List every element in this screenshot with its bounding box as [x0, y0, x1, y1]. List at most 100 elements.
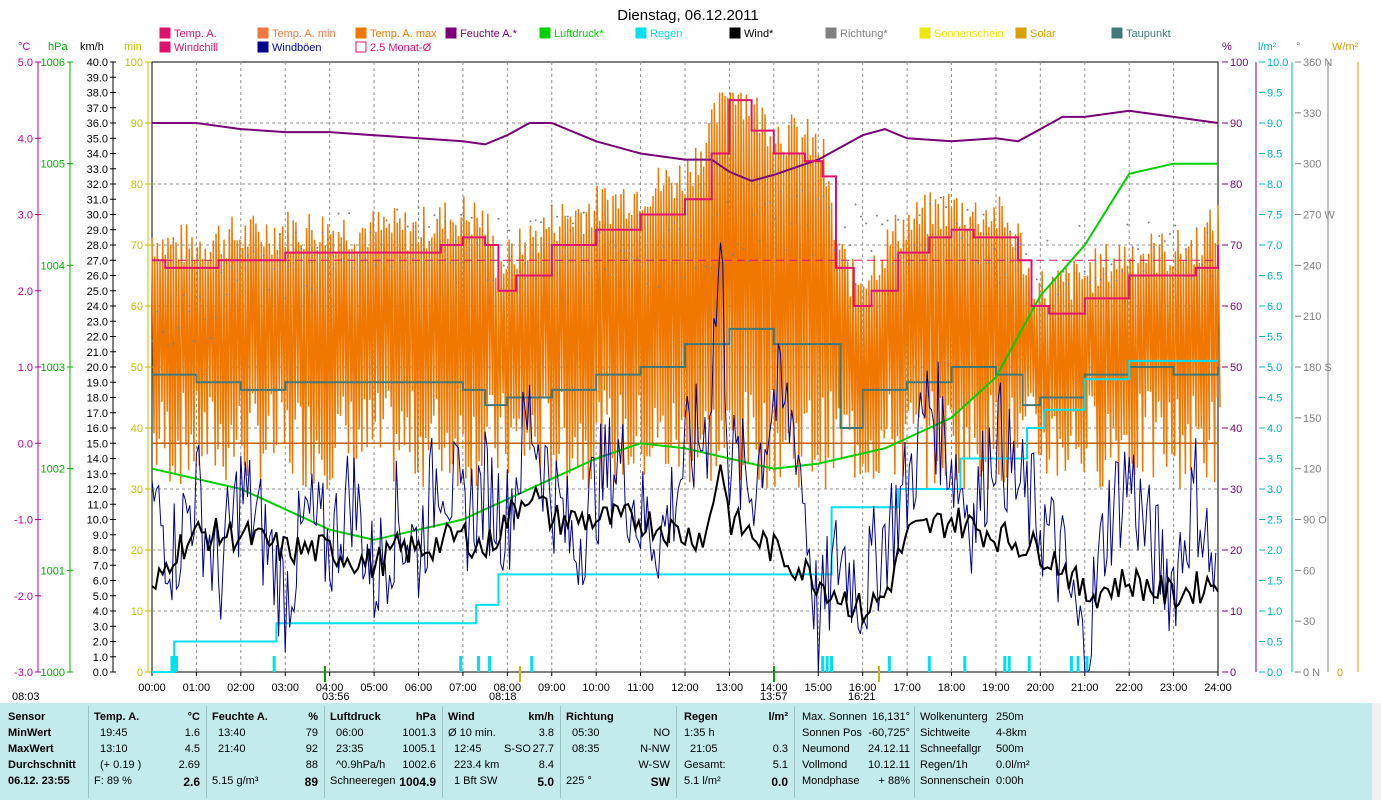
legend-label: Wind* [744, 28, 774, 40]
direction-dot [673, 221, 676, 224]
legend-label: Sonnenschein [934, 28, 1004, 40]
direction-dot [1078, 224, 1081, 227]
temp-current-note: F: 89 % [94, 775, 132, 787]
humidity-current-value: 89 [304, 775, 318, 789]
direction-dot [193, 340, 196, 343]
sunshine-label: Sonnenschein [920, 775, 990, 787]
direction-dot [534, 219, 537, 222]
direction-dot [609, 274, 612, 277]
time-label: 12:00 [671, 682, 699, 694]
hpa-label: 1002 [41, 464, 65, 476]
time-label: 04:00 [316, 682, 344, 694]
legend-swatch [729, 27, 741, 39]
chart-title: Dienstag, 06.12.2011 [617, 7, 759, 24]
rain-label: 7.5 [1267, 210, 1282, 222]
celsius-label: 4.0 [18, 133, 33, 145]
direction-dot [982, 213, 985, 216]
direction-dot [1110, 263, 1113, 266]
astro-full-moon-label: Vollmond [802, 759, 848, 771]
direction-dot [598, 231, 601, 234]
direction-dot [806, 224, 809, 227]
direction-dot [438, 240, 441, 243]
rain-tick [887, 656, 891, 672]
direction-dot [977, 262, 980, 265]
wind-unit: km/h [528, 711, 554, 723]
direction-dot [246, 254, 249, 257]
direction-dot [241, 251, 244, 254]
direction-dot [278, 233, 281, 236]
direction-current-degree: 225 ° [566, 775, 592, 787]
direction-dot [182, 294, 185, 297]
direction-dot [316, 246, 319, 249]
min-label: 90 [131, 118, 143, 130]
direction-dot [486, 279, 489, 282]
rain-total-label: Gesamt: [684, 759, 726, 771]
direction-dot [705, 265, 708, 268]
panel-edge [1372, 703, 1381, 800]
kmh-label: 14.0 [87, 454, 108, 466]
rain-tick [825, 656, 829, 672]
series-line-taupunkt [152, 327, 1219, 429]
kmh-label: 15.0 [87, 438, 108, 450]
direction-dot [1105, 272, 1108, 275]
direction-dot [198, 295, 201, 298]
direction-dot [961, 237, 964, 240]
degree-label: 330 [1303, 108, 1321, 120]
time-label: 15:00 [804, 682, 832, 694]
legend-swatch [257, 41, 269, 53]
solar-label: 0 [1337, 667, 1343, 679]
kmh-label: 25.0 [87, 286, 108, 298]
degree-label: 0 N [1303, 667, 1320, 679]
rain-label: 5.0 [1267, 362, 1282, 374]
direction-dot [572, 222, 575, 225]
astro-full-moon-value: 10.12.11 [867, 759, 910, 771]
direction-dot [406, 225, 409, 228]
pressure-current-value: 1004.9 [399, 775, 436, 789]
rain-total-value: 5.1 [772, 759, 788, 771]
direction-dot [508, 229, 511, 232]
direction-dot [321, 231, 324, 234]
time-label: 09:00 [538, 682, 566, 694]
direction-dot [204, 318, 207, 321]
direction-dot [657, 285, 660, 288]
direction-dot [774, 217, 777, 220]
direction-dot [641, 264, 644, 267]
direction-dot [161, 330, 164, 333]
rain-tick [170, 656, 174, 672]
percent-label: 40 [1230, 423, 1242, 435]
rain-label: 4.0 [1267, 423, 1282, 435]
kmh-label: 13.0 [87, 469, 108, 481]
direction-dot [859, 215, 862, 218]
wind-max-dir: S-SO [504, 743, 531, 755]
rain-tick [459, 656, 463, 672]
wind-run: 223.4 km [454, 759, 500, 771]
rain-unit: l/m² [768, 711, 788, 723]
direction-max-value: N-NW [640, 743, 670, 755]
direction-dot [1126, 223, 1129, 226]
temp-min-value: 1.6 [184, 727, 200, 739]
direction-dot [1014, 248, 1017, 251]
kmh-label: 19.0 [87, 377, 108, 389]
rain-label: 6.5 [1267, 271, 1282, 283]
direction-min-value: NO [653, 727, 671, 739]
direction-dot [1035, 278, 1038, 281]
direction-column: Richtung 05:30 NO 08:35 N-NW W-SW 225 ° … [566, 703, 676, 800]
direction-dot [305, 285, 308, 288]
astro-moon-phase-value: + 88% [878, 775, 911, 787]
direction-dot [230, 266, 233, 269]
kmh-label: 32.0 [87, 179, 108, 191]
percent-label: 30 [1230, 484, 1242, 496]
time-label: 17:00 [893, 682, 921, 694]
direction-dot [1211, 274, 1214, 277]
kmh-label: 29.0 [87, 225, 108, 237]
direction-dot [166, 344, 169, 347]
rain-tick [821, 656, 825, 672]
celsius-label: 0.0 [18, 438, 33, 450]
direction-dot [1099, 278, 1102, 281]
direction-dot [1163, 240, 1166, 243]
direction-dot [268, 288, 271, 291]
direction-dot [257, 253, 260, 256]
direction-dot [481, 223, 484, 226]
rain-label: 1.5 [1267, 576, 1282, 588]
rain-tick [927, 656, 931, 672]
